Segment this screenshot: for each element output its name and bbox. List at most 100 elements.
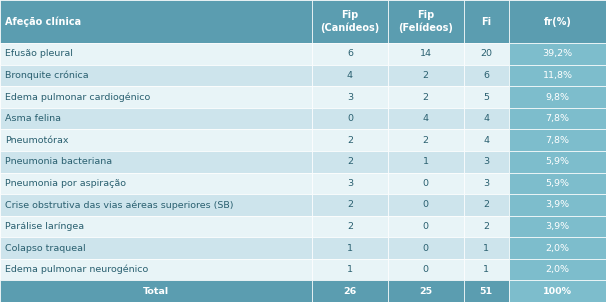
Bar bbox=[312, 281, 388, 302]
Text: 51: 51 bbox=[480, 287, 493, 296]
Bar bbox=[509, 281, 606, 302]
Bar bbox=[312, 65, 388, 86]
Text: 5,9%: 5,9% bbox=[545, 179, 570, 188]
Bar bbox=[0, 281, 312, 302]
Text: 4: 4 bbox=[484, 136, 489, 145]
Bar bbox=[0, 0, 312, 43]
Bar bbox=[464, 281, 509, 302]
Bar bbox=[464, 216, 509, 237]
Bar bbox=[0, 237, 312, 259]
Text: 3,9%: 3,9% bbox=[545, 222, 570, 231]
Bar bbox=[509, 216, 606, 237]
Text: Edema pulmonar neurogénico: Edema pulmonar neurogénico bbox=[5, 265, 148, 275]
Text: 1: 1 bbox=[484, 265, 489, 274]
Bar bbox=[388, 0, 464, 43]
Text: Fip
(Canídeos): Fip (Canídeos) bbox=[321, 11, 379, 33]
Text: 0: 0 bbox=[423, 265, 428, 274]
Bar bbox=[388, 216, 464, 237]
Bar bbox=[312, 259, 388, 281]
Bar bbox=[509, 86, 606, 108]
Bar bbox=[464, 0, 509, 43]
Text: 1: 1 bbox=[484, 244, 489, 252]
Bar bbox=[509, 237, 606, 259]
Bar bbox=[464, 194, 509, 216]
Bar bbox=[464, 65, 509, 86]
Text: Colapso traqueal: Colapso traqueal bbox=[5, 244, 85, 252]
Text: 2: 2 bbox=[423, 136, 428, 145]
Bar bbox=[388, 65, 464, 86]
Text: 3: 3 bbox=[347, 93, 353, 101]
Text: Asma felina: Asma felina bbox=[5, 114, 61, 123]
Bar bbox=[464, 172, 509, 194]
Text: 20: 20 bbox=[481, 50, 492, 58]
Text: 2: 2 bbox=[347, 201, 353, 209]
Text: 2: 2 bbox=[423, 71, 428, 80]
Bar bbox=[388, 43, 464, 65]
Text: 5: 5 bbox=[484, 93, 489, 101]
Bar bbox=[509, 151, 606, 172]
Text: Total: Total bbox=[143, 287, 169, 296]
Text: 25: 25 bbox=[419, 287, 432, 296]
Bar bbox=[0, 43, 312, 65]
Text: 4: 4 bbox=[423, 114, 428, 123]
Bar bbox=[388, 259, 464, 281]
Text: 11,8%: 11,8% bbox=[542, 71, 573, 80]
Bar bbox=[0, 216, 312, 237]
Text: 2: 2 bbox=[347, 157, 353, 166]
Text: 2,0%: 2,0% bbox=[545, 244, 570, 252]
Bar bbox=[388, 151, 464, 172]
Text: Edema pulmonar cardiogénico: Edema pulmonar cardiogénico bbox=[5, 92, 150, 102]
Bar bbox=[0, 86, 312, 108]
Text: 0: 0 bbox=[423, 222, 428, 231]
Text: 3: 3 bbox=[483, 179, 490, 188]
Text: 0: 0 bbox=[423, 201, 428, 209]
Bar bbox=[388, 281, 464, 302]
Text: 4: 4 bbox=[484, 114, 489, 123]
Text: 7,8%: 7,8% bbox=[545, 114, 570, 123]
Bar bbox=[509, 259, 606, 281]
Text: Afeção clínica: Afeção clínica bbox=[5, 16, 81, 27]
Bar bbox=[312, 237, 388, 259]
Bar bbox=[509, 130, 606, 151]
Text: 1: 1 bbox=[423, 157, 428, 166]
Bar bbox=[312, 130, 388, 151]
Text: Fip
(Felídeos): Fip (Felídeos) bbox=[398, 11, 453, 33]
Text: 2: 2 bbox=[484, 201, 489, 209]
Bar bbox=[388, 130, 464, 151]
Bar bbox=[0, 194, 312, 216]
Bar bbox=[509, 0, 606, 43]
Text: 6: 6 bbox=[347, 50, 353, 58]
Text: 0: 0 bbox=[423, 179, 428, 188]
Text: Parálise laríngea: Parálise laríngea bbox=[5, 222, 84, 231]
Bar bbox=[0, 65, 312, 86]
Text: Fi: Fi bbox=[481, 17, 491, 27]
Text: 3: 3 bbox=[347, 179, 353, 188]
Bar bbox=[464, 108, 509, 130]
Bar bbox=[464, 130, 509, 151]
Text: 6: 6 bbox=[484, 71, 489, 80]
Bar bbox=[312, 108, 388, 130]
Bar bbox=[464, 86, 509, 108]
Bar bbox=[0, 259, 312, 281]
Text: 1: 1 bbox=[347, 265, 353, 274]
Text: 14: 14 bbox=[420, 50, 431, 58]
Bar bbox=[312, 86, 388, 108]
Text: 2: 2 bbox=[347, 136, 353, 145]
Text: 2,0%: 2,0% bbox=[545, 265, 570, 274]
Text: 0: 0 bbox=[347, 114, 353, 123]
Bar bbox=[464, 259, 509, 281]
Bar bbox=[312, 151, 388, 172]
Text: Pneumonia bacteriana: Pneumonia bacteriana bbox=[5, 157, 112, 166]
Bar bbox=[388, 194, 464, 216]
Bar bbox=[388, 172, 464, 194]
Text: 9,8%: 9,8% bbox=[545, 93, 570, 101]
Bar bbox=[312, 216, 388, 237]
Bar bbox=[312, 0, 388, 43]
Text: Efusão pleural: Efusão pleural bbox=[5, 50, 73, 58]
Text: 4: 4 bbox=[347, 71, 353, 80]
Text: 2: 2 bbox=[347, 222, 353, 231]
Bar bbox=[0, 172, 312, 194]
Bar bbox=[0, 151, 312, 172]
Text: 3: 3 bbox=[483, 157, 490, 166]
Bar bbox=[0, 108, 312, 130]
